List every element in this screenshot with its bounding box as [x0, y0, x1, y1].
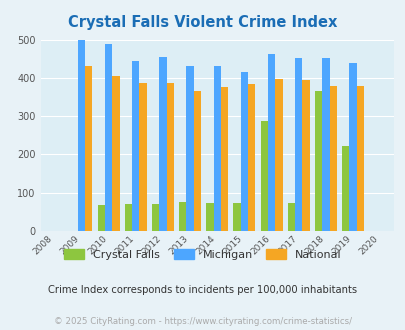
- Text: © 2025 CityRating.com - https://www.cityrating.com/crime-statistics/: © 2025 CityRating.com - https://www.city…: [54, 317, 351, 326]
- Bar: [112, 76, 119, 231]
- Bar: [179, 202, 186, 231]
- Bar: [275, 79, 282, 231]
- Bar: [166, 83, 173, 231]
- Bar: [267, 54, 275, 231]
- Bar: [287, 203, 294, 231]
- Bar: [240, 72, 247, 231]
- Bar: [302, 80, 309, 231]
- Bar: [341, 146, 349, 231]
- Bar: [159, 57, 166, 231]
- Bar: [220, 87, 228, 231]
- Bar: [151, 204, 159, 231]
- Text: Crystal Falls Violent Crime Index: Crystal Falls Violent Crime Index: [68, 15, 337, 30]
- Legend: Crystal Falls, Michigan, National: Crystal Falls, Michigan, National: [60, 245, 345, 264]
- Bar: [356, 86, 363, 231]
- Bar: [294, 58, 302, 231]
- Bar: [314, 90, 322, 231]
- Bar: [139, 83, 146, 231]
- Bar: [97, 205, 104, 231]
- Bar: [247, 84, 255, 231]
- Bar: [104, 44, 112, 231]
- Bar: [186, 66, 193, 231]
- Bar: [193, 90, 200, 231]
- Bar: [213, 66, 220, 231]
- Bar: [85, 66, 92, 231]
- Bar: [77, 40, 85, 231]
- Bar: [260, 121, 267, 231]
- Bar: [132, 61, 139, 231]
- Bar: [206, 203, 213, 231]
- Bar: [233, 203, 240, 231]
- Bar: [329, 85, 336, 231]
- Bar: [349, 63, 356, 231]
- Bar: [124, 204, 132, 231]
- Bar: [322, 58, 329, 231]
- Text: Crime Index corresponds to incidents per 100,000 inhabitants: Crime Index corresponds to incidents per…: [48, 285, 357, 295]
